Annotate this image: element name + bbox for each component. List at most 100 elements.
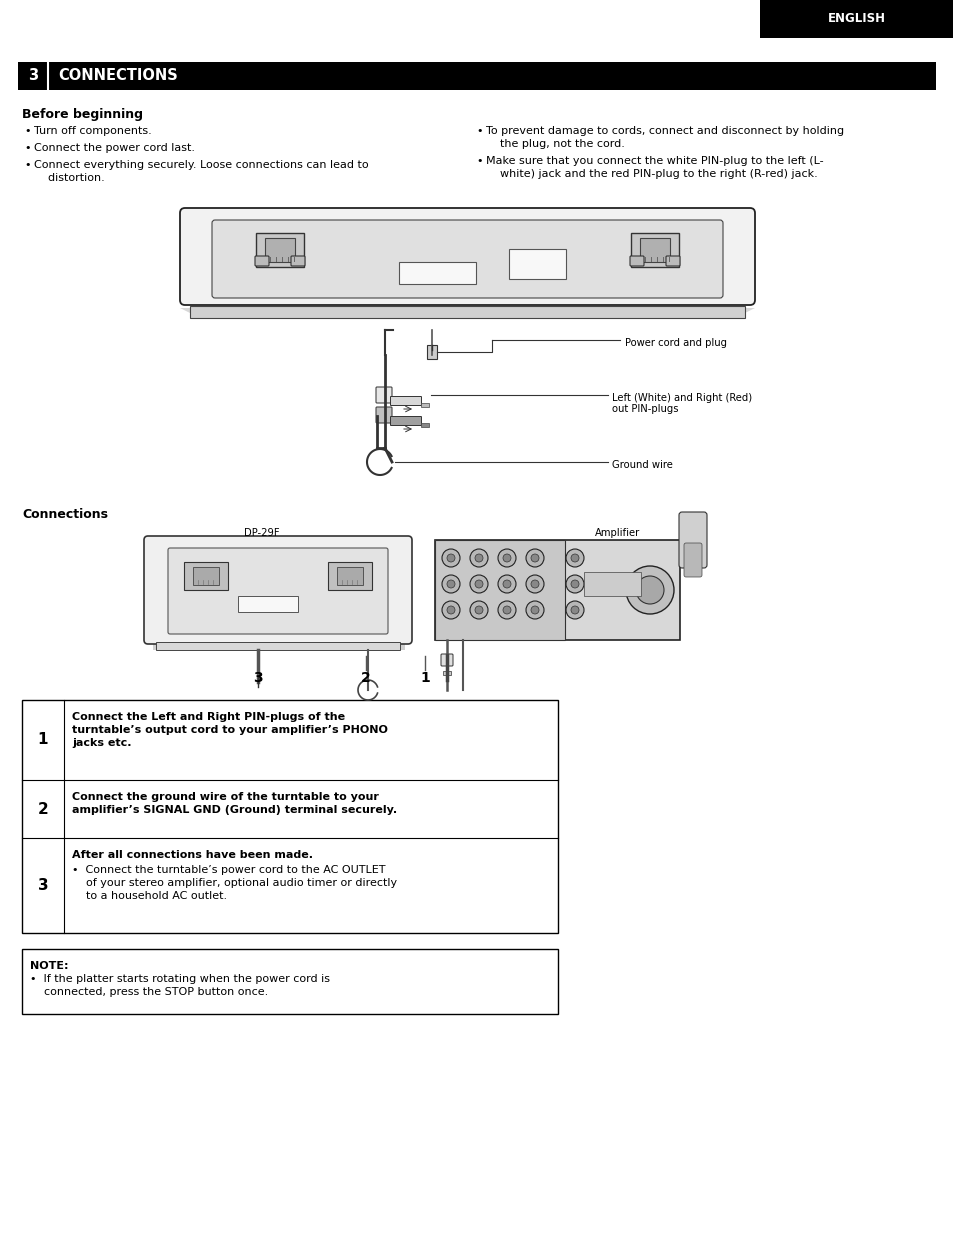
Text: Before beginning: Before beginning bbox=[22, 108, 143, 121]
FancyBboxPatch shape bbox=[583, 571, 640, 596]
Text: 1: 1 bbox=[419, 670, 430, 685]
FancyBboxPatch shape bbox=[683, 543, 701, 576]
Circle shape bbox=[470, 549, 488, 567]
Text: Make sure that you connect the white PIN-plug to the left (L-: Make sure that you connect the white PIN… bbox=[485, 156, 822, 166]
Circle shape bbox=[565, 601, 583, 618]
Circle shape bbox=[502, 606, 511, 614]
Text: connected, press the STOP button once.: connected, press the STOP button once. bbox=[30, 987, 268, 997]
FancyBboxPatch shape bbox=[435, 541, 564, 640]
Text: the plug, not the cord.: the plug, not the cord. bbox=[485, 139, 624, 148]
Circle shape bbox=[525, 601, 543, 618]
Circle shape bbox=[525, 575, 543, 593]
FancyBboxPatch shape bbox=[435, 541, 679, 640]
Text: 2: 2 bbox=[37, 802, 49, 816]
Circle shape bbox=[571, 554, 578, 562]
FancyBboxPatch shape bbox=[144, 536, 412, 644]
FancyBboxPatch shape bbox=[665, 256, 679, 266]
FancyBboxPatch shape bbox=[509, 249, 565, 280]
FancyBboxPatch shape bbox=[375, 407, 392, 423]
Circle shape bbox=[475, 554, 482, 562]
FancyBboxPatch shape bbox=[180, 208, 754, 306]
Text: To prevent damage to cords, connect and disconnect by holding: To prevent damage to cords, connect and … bbox=[485, 126, 843, 136]
Text: jacks etc.: jacks etc. bbox=[71, 738, 132, 748]
Circle shape bbox=[441, 549, 459, 567]
Circle shape bbox=[470, 575, 488, 593]
Text: Connect everything securely. Loose connections can lead to: Connect everything securely. Loose conne… bbox=[34, 160, 368, 169]
FancyBboxPatch shape bbox=[328, 562, 372, 590]
Text: CONNECTIONS: CONNECTIONS bbox=[58, 68, 177, 84]
FancyBboxPatch shape bbox=[398, 262, 476, 285]
Circle shape bbox=[571, 580, 578, 588]
Text: •: • bbox=[24, 160, 30, 169]
FancyBboxPatch shape bbox=[442, 670, 451, 675]
Circle shape bbox=[441, 575, 459, 593]
FancyBboxPatch shape bbox=[420, 423, 429, 427]
Text: •  Connect the turntable’s power cord to the AC OUTLET: • Connect the turntable’s power cord to … bbox=[71, 865, 385, 875]
FancyBboxPatch shape bbox=[760, 0, 953, 38]
FancyBboxPatch shape bbox=[390, 417, 421, 426]
Circle shape bbox=[531, 554, 538, 562]
Text: After all connections have been made.: After all connections have been made. bbox=[71, 850, 313, 860]
FancyBboxPatch shape bbox=[22, 949, 558, 1014]
Text: Ground wire: Ground wire bbox=[612, 460, 672, 470]
FancyBboxPatch shape bbox=[168, 548, 388, 635]
Circle shape bbox=[441, 601, 459, 618]
Text: Turn off components.: Turn off components. bbox=[34, 126, 152, 136]
FancyBboxPatch shape bbox=[212, 220, 722, 298]
Circle shape bbox=[571, 606, 578, 614]
Circle shape bbox=[447, 606, 455, 614]
FancyBboxPatch shape bbox=[255, 233, 304, 267]
Text: of your stereo amplifier, optional audio timer or directly: of your stereo amplifier, optional audio… bbox=[71, 878, 396, 888]
Text: •  If the platter starts rotating when the power cord is: • If the platter starts rotating when th… bbox=[30, 974, 330, 983]
Circle shape bbox=[531, 580, 538, 588]
Circle shape bbox=[475, 606, 482, 614]
Text: distortion.: distortion. bbox=[34, 173, 105, 183]
FancyBboxPatch shape bbox=[420, 403, 429, 407]
Polygon shape bbox=[180, 308, 754, 318]
Text: Power cord and plug: Power cord and plug bbox=[624, 338, 726, 348]
Text: DP-29F: DP-29F bbox=[244, 528, 279, 538]
Circle shape bbox=[470, 601, 488, 618]
FancyBboxPatch shape bbox=[336, 567, 363, 585]
FancyBboxPatch shape bbox=[156, 642, 399, 649]
Text: •: • bbox=[24, 126, 30, 136]
Text: •: • bbox=[476, 126, 482, 136]
Circle shape bbox=[447, 554, 455, 562]
Text: NOTE:: NOTE: bbox=[30, 961, 69, 971]
Circle shape bbox=[447, 580, 455, 588]
Circle shape bbox=[531, 606, 538, 614]
Text: Amplifier: Amplifier bbox=[595, 528, 640, 538]
Text: •: • bbox=[476, 156, 482, 166]
Circle shape bbox=[497, 601, 516, 618]
Text: Left (White) and Right (Red): Left (White) and Right (Red) bbox=[612, 393, 751, 403]
FancyBboxPatch shape bbox=[152, 642, 405, 649]
Text: white) jack and the red PIN-plug to the right (R-red) jack.: white) jack and the red PIN-plug to the … bbox=[485, 169, 817, 179]
FancyBboxPatch shape bbox=[629, 256, 643, 266]
Text: ENGLISH: ENGLISH bbox=[827, 12, 885, 26]
Text: Connections: Connections bbox=[22, 508, 108, 521]
FancyBboxPatch shape bbox=[440, 654, 453, 666]
FancyBboxPatch shape bbox=[265, 238, 294, 262]
FancyBboxPatch shape bbox=[254, 256, 269, 266]
Text: 3: 3 bbox=[253, 670, 262, 685]
FancyBboxPatch shape bbox=[375, 387, 392, 403]
FancyBboxPatch shape bbox=[291, 256, 305, 266]
Text: 3: 3 bbox=[38, 878, 49, 893]
FancyBboxPatch shape bbox=[184, 562, 228, 590]
Text: Connect the ground wire of the turntable to your: Connect the ground wire of the turntable… bbox=[71, 792, 378, 802]
FancyBboxPatch shape bbox=[237, 596, 297, 612]
FancyBboxPatch shape bbox=[193, 567, 219, 585]
FancyBboxPatch shape bbox=[427, 345, 436, 359]
FancyBboxPatch shape bbox=[22, 700, 558, 933]
Circle shape bbox=[497, 575, 516, 593]
Text: amplifier’s SIGNAL GND (Ground) terminal securely.: amplifier’s SIGNAL GND (Ground) terminal… bbox=[71, 805, 396, 815]
Text: to a household AC outlet.: to a household AC outlet. bbox=[71, 891, 227, 901]
Text: 1: 1 bbox=[38, 732, 49, 747]
Circle shape bbox=[502, 580, 511, 588]
FancyBboxPatch shape bbox=[190, 306, 744, 318]
Text: •: • bbox=[24, 143, 30, 153]
FancyBboxPatch shape bbox=[639, 238, 669, 262]
Text: 2: 2 bbox=[361, 670, 371, 685]
Circle shape bbox=[497, 549, 516, 567]
Text: out PIN-plugs: out PIN-plugs bbox=[612, 404, 678, 414]
